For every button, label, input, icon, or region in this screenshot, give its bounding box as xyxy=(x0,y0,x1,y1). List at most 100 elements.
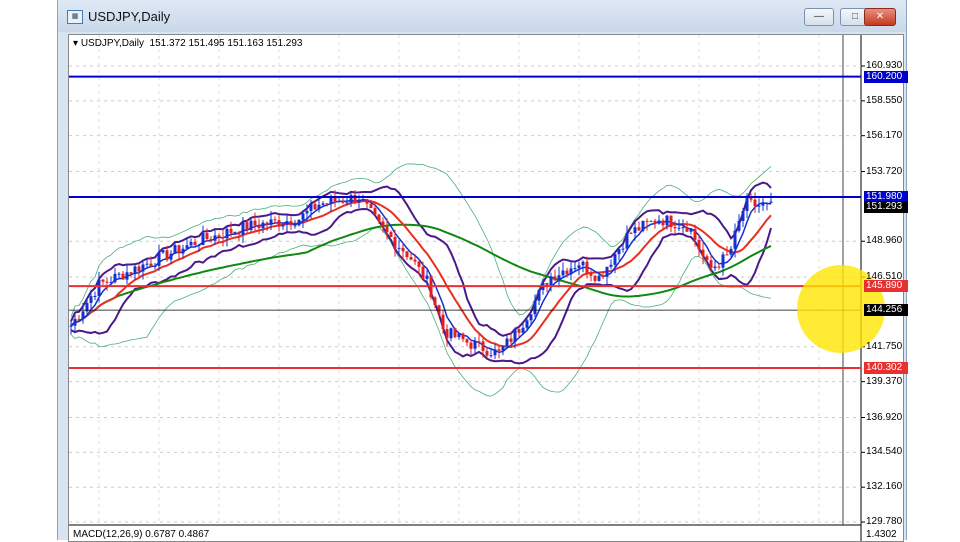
candle-body xyxy=(705,256,709,261)
candle-body xyxy=(461,333,465,340)
candle-body xyxy=(341,201,345,203)
candle-body xyxy=(357,199,361,203)
candle-body xyxy=(501,346,505,351)
candle-body xyxy=(733,230,737,249)
candle-body xyxy=(297,219,301,226)
candle-body xyxy=(749,198,753,200)
candle-body xyxy=(653,220,657,224)
price-scale-label: 129.780 xyxy=(866,516,903,528)
candle-body xyxy=(153,265,157,267)
candle-body xyxy=(681,227,685,229)
candle-body xyxy=(301,213,305,220)
candle-body xyxy=(325,203,329,205)
candle-body xyxy=(257,225,261,229)
candle-body xyxy=(473,341,477,349)
candle-body xyxy=(69,325,73,327)
inner-band-upper xyxy=(70,181,772,337)
candle-body xyxy=(465,339,469,343)
candle-body xyxy=(425,275,429,279)
candle-body xyxy=(405,251,409,258)
minimize-button[interactable]: — xyxy=(804,8,834,26)
symbol-label: USDJPY,Daily xyxy=(80,38,144,49)
candle-body xyxy=(149,263,153,267)
outer-band-lower xyxy=(70,226,772,397)
candle-body xyxy=(237,232,241,235)
macd-scale-label: 1.4302 xyxy=(866,529,897,540)
candle-body xyxy=(709,260,713,269)
candle-body xyxy=(145,263,149,265)
candle-body xyxy=(121,273,125,280)
price-chart[interactable]: ▾ USDJPY,Daily 151.372 151.495 151.163 1… xyxy=(68,34,908,542)
candle-body xyxy=(589,273,593,276)
price-scale-label: 132.160 xyxy=(866,481,903,493)
candle-body xyxy=(549,276,553,286)
candle-body xyxy=(201,233,205,245)
candle-body xyxy=(685,227,689,232)
candle-body xyxy=(485,351,489,356)
candle-body xyxy=(513,329,517,343)
candle-body xyxy=(125,272,129,280)
candle-body xyxy=(117,273,121,275)
ohlc-values: 151.372 151.495 151.163 151.293 xyxy=(149,38,303,49)
candle-body xyxy=(573,268,577,270)
chart-window: ▦ USDJPY,Daily — □ ✕ ▾ USDJPY,Daily 151.… xyxy=(57,0,908,542)
candle-body xyxy=(409,257,413,260)
candle-body xyxy=(305,210,309,214)
candle-body xyxy=(613,254,617,265)
candle-body xyxy=(469,342,473,349)
candle-body xyxy=(625,232,629,249)
candle-body xyxy=(585,261,589,274)
candle-body xyxy=(741,211,745,221)
candle-body xyxy=(677,227,681,229)
candle-body xyxy=(189,241,193,246)
candle-body xyxy=(649,220,653,222)
candle-body xyxy=(205,233,209,240)
candle-body xyxy=(381,221,385,227)
candle-body xyxy=(101,279,105,282)
candle-body xyxy=(637,227,641,231)
candle-body xyxy=(209,239,213,241)
candle-body xyxy=(133,266,137,275)
candle-body xyxy=(261,222,265,229)
candle-body xyxy=(161,250,165,253)
candle-body xyxy=(97,279,101,296)
macd-label: MACD(12,26,9) 0.6787 0.4867 xyxy=(73,529,210,540)
candle-body xyxy=(81,311,85,319)
candle-body xyxy=(673,227,677,229)
candle-body xyxy=(197,244,201,246)
candle-body xyxy=(313,203,317,210)
candle-body xyxy=(377,214,381,222)
candle-body xyxy=(173,245,177,254)
candle-body xyxy=(633,227,637,233)
candle-body xyxy=(221,237,225,239)
candle-body xyxy=(321,203,325,205)
candle-body xyxy=(481,341,485,352)
title-bar[interactable]: ▦ USDJPY,Daily — □ ✕ xyxy=(58,0,906,32)
candle-body xyxy=(157,252,161,266)
candle-body xyxy=(241,222,245,235)
candle-body xyxy=(309,203,313,211)
candle-body xyxy=(569,268,573,275)
candle-body xyxy=(285,221,289,225)
candle-body xyxy=(169,253,173,260)
candle-body xyxy=(421,266,425,279)
chart-canvas[interactable] xyxy=(69,35,903,541)
candle-body xyxy=(697,239,701,250)
candle-body xyxy=(137,266,141,272)
candle-body xyxy=(645,220,649,222)
candle-body xyxy=(113,273,117,283)
candle-body xyxy=(185,245,189,249)
candle-body xyxy=(489,355,493,357)
candle-body xyxy=(497,349,501,351)
candle-body xyxy=(765,202,769,204)
candle-body xyxy=(369,203,373,209)
candle-body xyxy=(181,248,185,254)
candle-body xyxy=(457,333,461,338)
level-price-tag: 140.302 xyxy=(864,361,908,374)
candle-body xyxy=(269,219,273,225)
candle-body xyxy=(657,220,661,224)
candle-body xyxy=(581,261,585,266)
candle-body xyxy=(413,259,417,262)
price-scale-label: 156.170 xyxy=(866,129,903,141)
close-button[interactable]: ✕ xyxy=(864,8,896,26)
